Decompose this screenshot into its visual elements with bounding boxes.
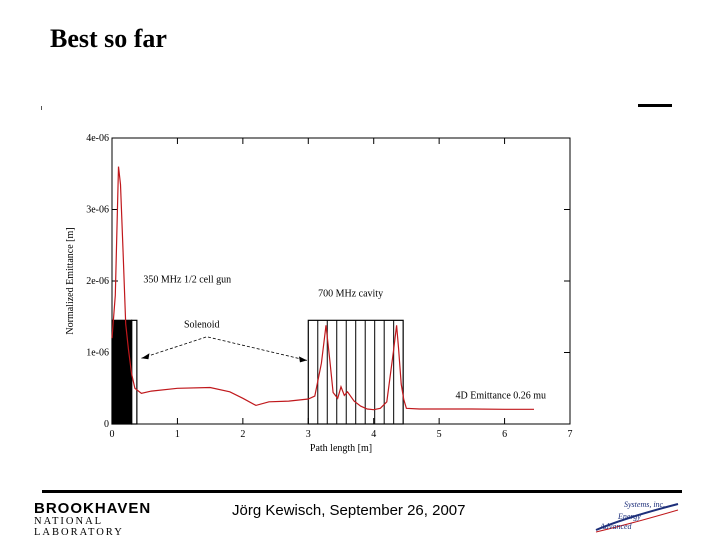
x-tick-label: 7 <box>568 429 573 440</box>
x-axis-label: Path length [m] <box>310 443 372 454</box>
header-dash <box>638 104 672 107</box>
x-tick-label: 0 <box>110 429 115 440</box>
x-tick-label: 3 <box>306 429 311 440</box>
footer-divider <box>42 490 682 493</box>
y-tick-label: 3e-06 <box>86 205 109 216</box>
annotation-cavity: 700 MHz cavity <box>318 289 383 300</box>
y-tick-label: 4e-06 <box>86 133 109 144</box>
x-tick-label: 6 <box>502 429 507 440</box>
footer-author-date: Jörg Kewisch, September 26, 2007 <box>232 502 466 519</box>
aes-logo-line2: Energy <box>618 512 641 521</box>
aes-logo-line1: Systems, inc. <box>624 500 666 509</box>
aes-logo-swoosh <box>595 503 679 533</box>
annotation-emittance: 4D Emittance 0.26 mu <box>456 390 547 401</box>
solenoid-arrowhead-right <box>298 356 307 363</box>
emittance-series-line <box>111 166 534 411</box>
x-tick-label: 4 <box>371 429 376 440</box>
y-axis-label: Normalized Emittance [m] <box>65 227 76 334</box>
y-tick-label: 2e-06 <box>86 276 109 287</box>
aes-logo-line3: Advanced <box>600 522 632 531</box>
advanced-energy-systems-logo: Systems, inc. Energy Advanced <box>594 498 680 536</box>
solenoid-arrowhead-left <box>141 353 150 360</box>
brookhaven-logo-line1: BROOKHAVEN <box>34 500 152 517</box>
emittance-chart: 0 1 2 3 4 5 6 7 0 1e-06 2e-06 3e-06 4e-06 Path length… <box>65 133 573 454</box>
x-tick-label: 2 <box>240 429 245 440</box>
y-tick-label: 0 <box>104 419 109 430</box>
slide-title: Best so far <box>50 24 167 53</box>
slide-mark <box>41 106 42 110</box>
x-tick-label: 5 <box>437 429 442 440</box>
solenoid-arrow-line <box>141 336 308 361</box>
gun-region <box>111 319 133 425</box>
y-tick-label: 1e-06 <box>86 348 109 359</box>
annotation-gun: 350 MHz 1/2 cell gun <box>143 274 231 285</box>
annotation-solenoid: Solenoid <box>184 319 220 330</box>
x-tick-label: 1 <box>175 429 180 440</box>
brookhaven-logo-line2: NATIONAL LABORATORY <box>34 516 124 538</box>
brookhaven-logo: BROOKHAVEN NATIONAL LABORATORY <box>34 500 194 538</box>
solenoid-region <box>131 319 138 425</box>
